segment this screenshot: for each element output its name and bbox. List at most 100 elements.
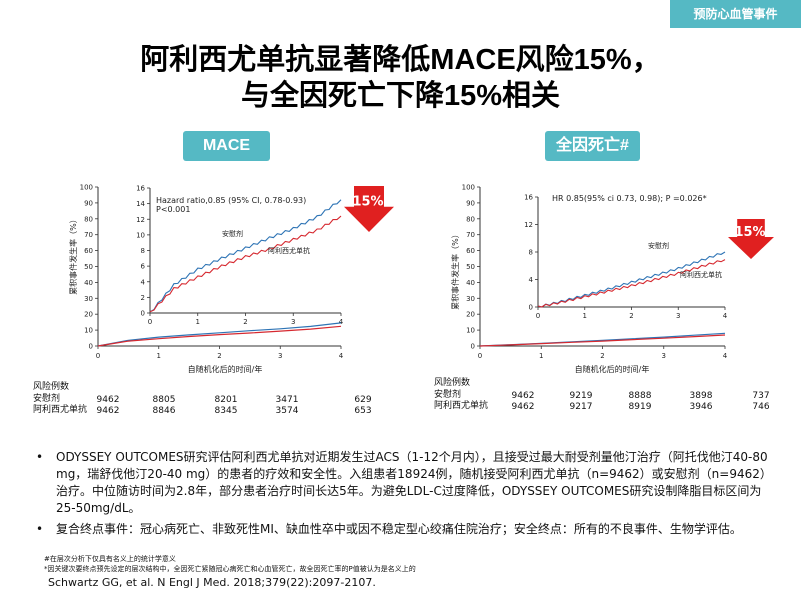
inset-x-tick-label: 0 (148, 318, 152, 326)
inset-y-tick-label: 16 (524, 194, 533, 202)
y-tick-label: 30 (84, 295, 93, 303)
y-tick-label: 30 (466, 295, 475, 303)
risk-reduction-arrow (728, 219, 774, 259)
risk-cell: 8919 (628, 402, 652, 412)
risk-cell: 9462 (511, 391, 535, 401)
x-tick-label: 4 (339, 352, 344, 360)
inset-x-tick-label: 3 (291, 318, 295, 326)
inset-y-tick-label: 4 (141, 278, 146, 286)
inset-y-tick-label: 6 (141, 263, 146, 271)
y-tick-label: 90 (466, 199, 475, 207)
risk-cell: 9462 (96, 395, 120, 405)
risk-cell: 9462 (96, 406, 120, 416)
inset-y-tick-label: 0 (141, 310, 145, 318)
inset-y-tick-label: 8 (141, 247, 145, 255)
inset-series-line-placebo (537, 251, 726, 308)
x-axis-label: 自随机化后的时间/年 (575, 364, 650, 374)
study-description: ODYSSEY OUTCOMES研究评估阿利西尤单抗对近期发生过ACS（1-12… (30, 449, 775, 542)
main-series-line-alirocumab (479, 334, 726, 347)
risk-cell: 9219 (569, 391, 593, 401)
main-series-line-alirocumab (97, 325, 342, 347)
inset-y-tick-label: 4 (529, 276, 534, 284)
inset-x-tick-label: 4 (723, 312, 728, 320)
risk-cell: 629 (354, 395, 372, 405)
y-tick-label: 70 (466, 231, 475, 239)
y-tick-label: 0 (471, 343, 475, 351)
y-tick-label: 20 (84, 311, 93, 319)
y-tick-label: 10 (466, 327, 475, 335)
x-tick-label: 4 (723, 352, 728, 360)
inset-x-tick-label: 1 (196, 318, 200, 326)
risk-row-label-placebo: 安慰剂 (33, 394, 61, 404)
risk-cell: 737 (752, 391, 770, 401)
y-tick-label: 40 (466, 279, 475, 287)
series-label: 阿利西尤单抗 (680, 270, 722, 279)
y-tick-label: 50 (84, 263, 93, 271)
inset-series-line-placebo (149, 199, 342, 313)
y-tick-label: 80 (84, 215, 93, 223)
series-label: 安慰剂 (222, 229, 243, 238)
inset-y-tick-label: 0 (529, 304, 533, 312)
main-series-line-placebo (97, 322, 342, 347)
bullet-item: 复合终点事件：冠心病死亡、非致死性MI、缺血性卒中或因不稳定型心绞痛住院治疗；安… (30, 521, 775, 538)
risk-reduction-label: 15% (734, 225, 765, 240)
risk-cell: 8888 (628, 391, 652, 401)
y-tick-label: 80 (466, 215, 475, 223)
risk-row-label-alirocumab: 阿利西尤单抗 (33, 405, 88, 415)
risk-row-label-placebo: 安慰剂 (434, 390, 462, 400)
main-series-line-placebo (479, 332, 726, 347)
inset-y-tick-label: 14 (136, 200, 145, 208)
risk-table-header: 风险例数 (434, 378, 471, 388)
risk-cell: 3946 (689, 402, 713, 412)
inset-y-tick-label: 12 (524, 221, 533, 229)
risk-row-label-alirocumab: 阿利西尤单抗 (434, 401, 489, 411)
risk-cell: 8805 (152, 395, 176, 405)
all-cause-death-label-pill: 全因死亡# (545, 131, 640, 161)
series-label: 安慰剂 (648, 241, 669, 250)
hazard-ratio-annotation: HR 0.85(95% ci 0.73, 0.98); P =0.026* (552, 194, 707, 203)
x-tick-label: 0 (478, 352, 482, 360)
hazard-ratio-annotation: Hazard ratio,0.85 (95% CI, 0.78-0.93) (156, 196, 306, 205)
hazard-ratio-annotation: P<0.001 (156, 205, 190, 214)
y-tick-label: 60 (466, 247, 475, 255)
y-tick-label: 100 (80, 184, 93, 192)
risk-cell: 3471 (275, 395, 299, 405)
y-tick-label: 60 (84, 247, 93, 255)
x-tick-label: 2 (600, 352, 604, 360)
inset-x-tick-label: 2 (243, 318, 247, 326)
risk-cell: 746 (752, 402, 770, 412)
inset-y-tick-label: 16 (136, 185, 145, 193)
series-label: 阿利西尤单抗 (268, 246, 310, 255)
y-tick-label: 10 (84, 327, 93, 335)
mace-label-pill: MACE (183, 131, 270, 161)
x-tick-label: 1 (157, 352, 161, 360)
bullet-item: ODYSSEY OUTCOMES研究评估阿利西尤单抗对近期发生过ACS（1-12… (30, 449, 775, 517)
x-tick-label: 1 (539, 352, 543, 360)
inset-series-line-alirocumab (537, 259, 726, 308)
inset-x-tick-label: 1 (583, 312, 587, 320)
y-tick-label: 90 (84, 199, 93, 207)
risk-cell: 8846 (152, 406, 176, 416)
risk-cell: 8201 (214, 395, 238, 405)
inset-y-tick-label: 12 (136, 216, 145, 224)
risk-cell: 653 (354, 406, 372, 416)
inset-y-tick-label: 2 (141, 294, 145, 302)
x-tick-label: 0 (96, 352, 100, 360)
x-tick-label: 2 (217, 352, 221, 360)
page-title-line2: 与全因死亡下降15%相关 (240, 80, 561, 112)
y-tick-label: 100 (462, 184, 475, 192)
y-tick-label: 70 (84, 231, 93, 239)
inset-x-tick-label: 2 (629, 312, 633, 320)
reference-citation: Schwartz GG, et al. N Engl J Med. 2018;3… (48, 576, 376, 589)
y-tick-label: 20 (466, 311, 475, 319)
y-axis-label: 累积事件发生率（%） (450, 230, 460, 310)
y-axis-label: 累积事件发生率（%） (68, 215, 78, 295)
inset-y-tick-label: 10 (136, 231, 145, 239)
risk-table-header: 风险例数 (33, 382, 70, 392)
y-tick-label: 40 (84, 279, 93, 287)
footnote-asterisk: *因关键次要终点预先设定的层次结构中，全因死亡紧随冠心病死亡和心血管死亡，故全因… (44, 565, 416, 573)
x-axis-label: 自随机化后的时间/年 (188, 364, 263, 374)
inset-x-tick-label: 4 (339, 318, 344, 326)
x-tick-label: 3 (278, 352, 282, 360)
inset-series-line-alirocumab (149, 215, 342, 313)
